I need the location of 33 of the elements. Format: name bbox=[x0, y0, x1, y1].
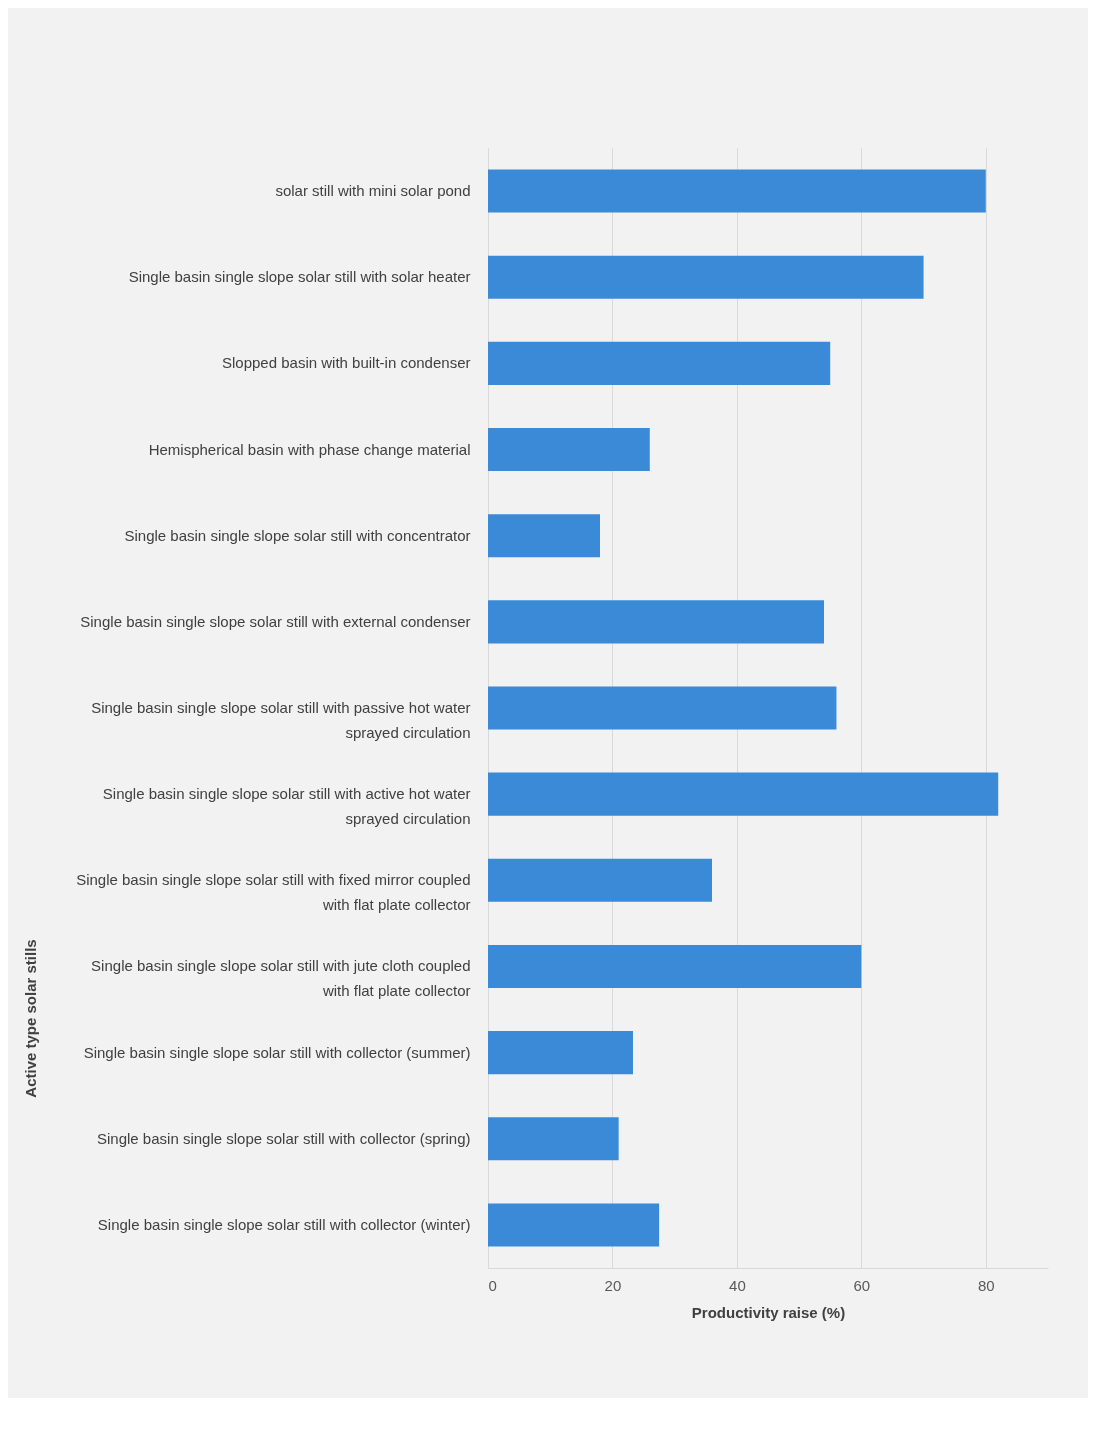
bar bbox=[488, 514, 600, 558]
bar bbox=[488, 686, 837, 730]
y-tick-label: Single basin single slope solar still with jute cloth coupled with flat plate collector bbox=[91, 957, 471, 1000]
x-tick-label: 80 bbox=[977, 1276, 995, 1294]
bar bbox=[488, 1117, 619, 1161]
x-tick-label: 0 bbox=[488, 1276, 497, 1294]
bar bbox=[488, 428, 650, 472]
y-tick-label: Single basin single slope solar still with passive hot water sprayed circulation bbox=[91, 699, 471, 741]
y-tick-label: solar still with mini solar pond bbox=[275, 182, 471, 200]
bar bbox=[488, 772, 999, 816]
x-tick-label: 20 bbox=[604, 1276, 622, 1294]
x-tick-label: 40 bbox=[729, 1276, 746, 1294]
y-tick-label: Single basin single slope solar still with concentrator bbox=[124, 526, 471, 544]
bar bbox=[488, 944, 862, 988]
y-tick-label: Hemispherical basin with phase change material bbox=[148, 440, 471, 458]
y-axis-title: Active type solar stills bbox=[21, 939, 39, 1098]
y-tick-label: Single basin single slope solar still with active hot water sprayed circulation bbox=[102, 785, 471, 828]
y-tick-label: Single basin single slope solar still with solar heater bbox=[128, 268, 471, 286]
y-tick-label: Single basin single slope solar still with collector (winter) bbox=[97, 1215, 471, 1233]
y-tick-label: Single basin single slope solar still with collector (summer) bbox=[83, 1043, 471, 1061]
x-tick-label: 60 bbox=[853, 1276, 871, 1294]
bar bbox=[488, 1031, 633, 1075]
y-tick-label: Single basin single slope solar still with collector (spring) bbox=[97, 1129, 471, 1147]
y-tick-label: Single basin single slope solar still with fixed mirror coupled with flat plate collector bbox=[76, 871, 471, 914]
y-tick-label: Single basin single slope solar still with external condenser bbox=[80, 612, 471, 630]
bar bbox=[488, 169, 986, 213]
bar bbox=[488, 1203, 660, 1247]
bar bbox=[488, 341, 831, 385]
bar bbox=[488, 255, 924, 299]
y-tick-label: Slopped basin with built-in condenser bbox=[222, 354, 471, 372]
bar bbox=[488, 600, 824, 644]
x-axis-title: Productivity raise (%) bbox=[691, 1303, 846, 1321]
bar bbox=[488, 858, 712, 902]
